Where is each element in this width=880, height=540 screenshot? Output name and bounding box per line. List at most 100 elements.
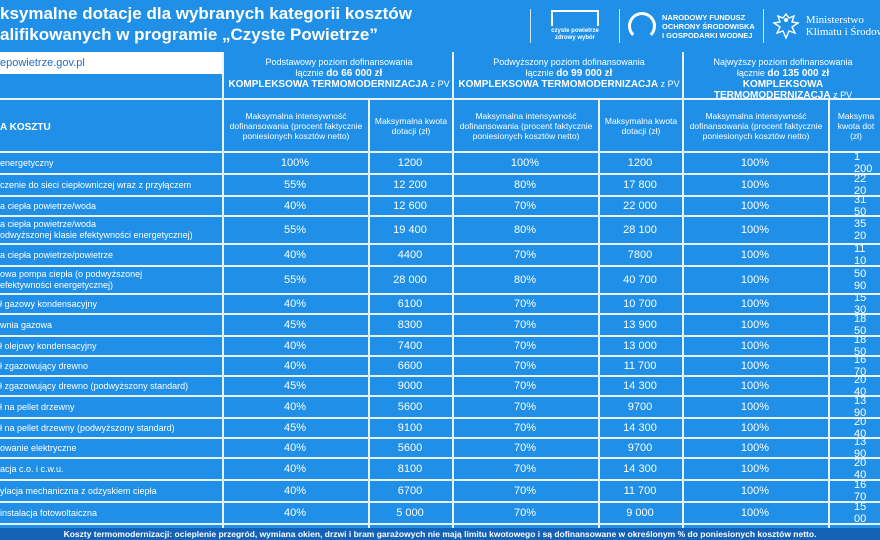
row-divider [0, 523, 880, 525]
row-divider [0, 395, 880, 397]
amount-cell: 16 70 [854, 356, 867, 376]
page-title: ksymalne dotacje dla wybranych kategorii… [0, 3, 520, 45]
column-divider [598, 100, 600, 528]
cost-category-label: energetyczny [0, 157, 54, 168]
table-row: a ciepła powietrze/powietrze 40% 4400 70% 78… [0, 244, 880, 266]
table-row: ł na pellet drzewny (podwyższony standar… [0, 418, 880, 438]
intensity-cell: 100% [740, 179, 770, 191]
amount-cell: 22 20 [854, 174, 867, 196]
row-divider [0, 417, 880, 419]
intensity-cell: 70% [513, 507, 537, 519]
intensity-cell: 100% [740, 485, 770, 497]
level-header-highest: Najwyższy poziom dofinansowania łącznie … [682, 52, 880, 101]
cost-category-label: ł zgazowujący drewno [0, 360, 89, 371]
intensity-cell: 100% [740, 442, 770, 454]
intensity-cell: 70% [513, 360, 537, 372]
url-box [0, 52, 222, 74]
table-row: a ciepła powietrze/woda 40% 12 600 70% 22 00… [0, 196, 880, 216]
row-divider [0, 457, 880, 459]
subheader-intensity-3: Maksymalna intensywność dofinansowania (… [689, 111, 823, 141]
amount-cell: 14 300 [623, 422, 657, 434]
amount-cell: 5 000 [396, 507, 424, 519]
intensity-cell: 100% [740, 401, 770, 413]
amount-cell: 13 000 [623, 340, 657, 352]
column-divider [368, 100, 370, 528]
table-row: energetyczny 100% 1200 100% 1200 100% 1 200 [0, 152, 880, 174]
table-row: owa pompa ciepła (o podwyższonej efektyw… [0, 266, 880, 294]
subheader-amount-1: Maksymalna kwota dotacji (zł) [374, 116, 448, 136]
intensity-cell: 100% [510, 157, 540, 169]
divider [530, 9, 531, 43]
amount-cell: 1200 [397, 157, 423, 169]
amount-cell: 9 000 [626, 507, 654, 519]
header-divider [0, 98, 880, 100]
intensity-cell: 70% [513, 200, 537, 212]
intensity-cell: 100% [740, 422, 770, 434]
amount-cell: 16 70 [854, 480, 867, 502]
amount-cell: 5600 [397, 442, 423, 454]
row-divider [0, 215, 880, 217]
cost-category-label: ł olejowy kondensacyjny [0, 340, 97, 351]
amount-cell: 7800 [627, 249, 653, 261]
intensity-cell: 45% [283, 422, 307, 434]
amount-cell: 1 200 [854, 152, 873, 174]
intensity-cell: 100% [740, 507, 770, 519]
table-row: ł zgazowujący drewno (podwyższony standa… [0, 376, 880, 396]
cost-category-label: a ciepła powietrze/powietrze [0, 249, 114, 260]
row-divider [0, 243, 880, 245]
intensity-cell: 70% [513, 340, 537, 352]
table-row: ylacja mechaniczna z odzyskiem ciepła 40%… [0, 480, 880, 502]
intensity-cell: 100% [280, 157, 310, 169]
amount-cell: 11 700 [623, 485, 657, 497]
amount-cell: 4400 [397, 249, 423, 261]
house-icon [551, 10, 599, 26]
amount-cell: 7400 [397, 340, 423, 352]
intensity-cell: 40% [283, 298, 307, 310]
cost-category-label: ylacja mechaniczna z odzyskiem ciepła [0, 485, 157, 496]
intensity-cell: 40% [283, 442, 307, 454]
header-divider [0, 151, 880, 153]
amount-cell: 13 900 [623, 319, 657, 331]
amount-cell: 22 000 [623, 200, 657, 212]
website-link[interactable]: epowietrze.gov.pl [0, 57, 85, 69]
intensity-cell: 45% [283, 380, 307, 392]
level-header-basic: Podstawowy poziom dofinansowania łącznie… [222, 52, 454, 98]
row-divider [0, 313, 880, 315]
table-row: czenie do sieci ciepłowniczej wraz z prz… [0, 174, 880, 196]
intensity-cell: 40% [283, 249, 307, 261]
level-header-increased: Podwyższony poziom dofinansowania łączni… [452, 52, 684, 98]
column-divider [452, 52, 454, 528]
czyste-powietrze-logo: czyste powietrze zdrowy wybór [539, 10, 611, 42]
intensity-cell: 100% [740, 200, 770, 212]
intensity-cell: 70% [513, 298, 537, 310]
intensity-cell: 55% [283, 179, 307, 191]
intensity-cell: 40% [283, 360, 307, 372]
amount-cell: 17 800 [623, 179, 657, 191]
intensity-cell: 55% [283, 224, 307, 236]
amount-cell: 14 300 [623, 463, 657, 475]
amount-cell: 6700 [397, 485, 423, 497]
amount-cell: 6100 [397, 298, 423, 310]
row-divider [0, 293, 880, 295]
row-divider [0, 195, 880, 197]
cost-category-label: a ciepła powietrze/woda odwyższonej klas… [0, 219, 193, 240]
table-row: ł zgazowujący drewno 40% 6600 70% 11 700 100%… [0, 356, 880, 376]
cost-category-label: ł na pellet drzewny [0, 401, 75, 412]
intensity-cell: 70% [513, 442, 537, 454]
intensity-cell: 100% [740, 157, 770, 169]
subheader-intensity-2: Maksymalna intensywność dofinansowania (… [459, 111, 593, 141]
intensity-cell: 55% [283, 274, 307, 286]
intensity-cell: 80% [513, 179, 537, 191]
cost-category-label: wnia gazowa [0, 319, 53, 330]
intensity-cell: 100% [740, 274, 770, 286]
divider [619, 9, 620, 43]
cost-type-header: A KOSZTU [0, 122, 51, 133]
row-divider [0, 173, 880, 175]
ministry-logo: Ministerstwo Klimatu i Środow [771, 11, 880, 41]
cost-category-label: ł zgazowujący drewno (podwyższony standa… [0, 380, 189, 391]
intensity-cell: 100% [740, 360, 770, 372]
intensity-cell: 100% [740, 340, 770, 352]
cost-category-label: owa pompa ciepła (o podwyższonej efektyw… [0, 269, 143, 290]
intensity-cell: 70% [513, 463, 537, 475]
amount-cell: 35 20 [854, 218, 867, 242]
